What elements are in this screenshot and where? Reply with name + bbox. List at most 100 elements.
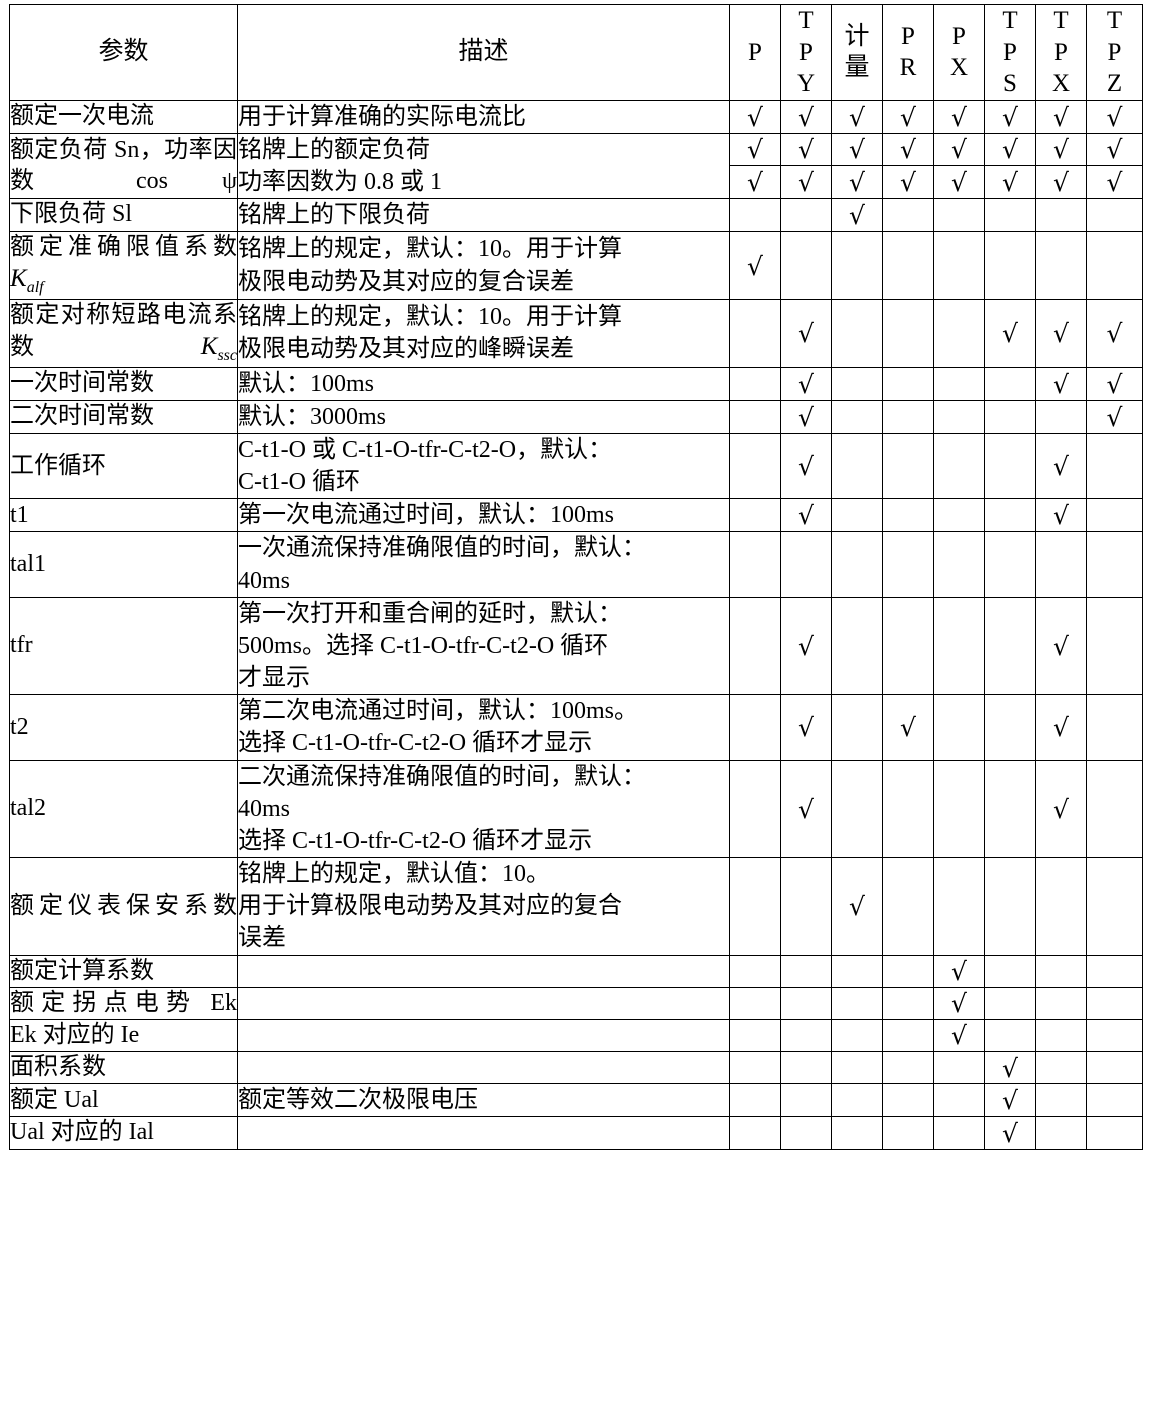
param-symbol: K: [10, 265, 27, 293]
check-cell-px: √: [933, 165, 985, 199]
description-line: 用于计算准确的实际电流比: [238, 103, 526, 130]
check-mark-icon: √: [747, 168, 763, 198]
description-line: 极限电动势及其对应的复合误差: [238, 268, 574, 295]
check-mark-icon: √: [798, 168, 814, 198]
check-cell-tpz: [1086, 498, 1143, 533]
param-symbol: K: [200, 333, 218, 361]
check-cell-tpz: √: [1086, 366, 1143, 401]
check-mark-icon: √: [1106, 319, 1123, 349]
check-cell-p: [729, 1051, 781, 1085]
column-header-line: 计: [844, 22, 870, 50]
description-line: 选择 C-t1-O-tfr-C-t2-O 循环才显示: [238, 730, 593, 757]
check-cell-tpx: [1035, 1116, 1087, 1150]
description-line: 铭牌上的规定，默认：10。用于计算: [238, 304, 622, 331]
check-mark-icon: √: [900, 102, 916, 132]
check-cell-tpx: [1035, 531, 1087, 598]
check-cell-tpz: [1086, 694, 1143, 761]
check-cell-tpx: [1035, 399, 1087, 435]
check-cell-p: √: [729, 99, 781, 134]
check-cell-p: [729, 399, 781, 435]
check-cell-tpx: [1035, 986, 1087, 1020]
check-mark-icon: √: [900, 168, 916, 198]
check-cell-tpx: √: [1035, 759, 1087, 859]
check-cell-tpz: √: [1086, 165, 1143, 199]
description-line: 铭牌上的下限负荷: [238, 201, 430, 228]
check-cell-px: [933, 1116, 985, 1150]
check-cell-px: √: [933, 1018, 985, 1053]
check-cell-tpx: √: [1035, 366, 1087, 401]
param-name-cell: 一次时间常数: [9, 366, 238, 401]
check-cell-p: √: [729, 165, 781, 199]
check-cell-px: [933, 366, 985, 401]
param-description-cell: 额定等效二次极限电压: [237, 1083, 730, 1118]
description-line: 第一次打开和重合闸的延时，默认：: [238, 600, 622, 627]
check-cell-tpz: √: [1086, 132, 1143, 167]
check-cell-tpy: [780, 1116, 832, 1150]
check-cell-tpy: [780, 1051, 832, 1085]
table-row: tal2 二次通流保持准确限值的时间，默认： 40ms 选择 C-t1-O-tfr-C…: [9, 759, 1143, 859]
column-header-line: P: [901, 22, 915, 50]
check-mark-icon: √: [849, 135, 865, 165]
table-row: 额定 Ual 额定等效二次极限电压 √: [9, 1083, 1143, 1118]
check-cell-tpy: [780, 231, 832, 300]
description-line: 默认：100ms: [238, 370, 375, 397]
check-cell-pr: [882, 954, 934, 988]
description-line: 铭牌上的额定负荷: [238, 136, 430, 163]
check-cell-tpz: [1086, 197, 1143, 233]
check-cell-jl: [831, 1051, 883, 1085]
column-header-line: Z: [1106, 70, 1123, 97]
check-cell-tpy: √: [780, 366, 832, 401]
param-description-cell: 铭牌上的规定，默认：10。用于计算 极限电动势及其对应的复合误差: [237, 231, 730, 300]
check-cell-jl: √: [831, 197, 883, 233]
check-cell-tpz: [1086, 857, 1143, 956]
check-cell-pr: [882, 759, 934, 859]
column-header-line: P: [748, 38, 762, 66]
check-cell-tps: √: [984, 99, 1036, 134]
check-cell-tpz: √: [1086, 399, 1143, 435]
param-name-cell: 额定准确限值系数 Kalf: [9, 231, 238, 300]
description-line: 40ms: [238, 567, 291, 594]
table-row: 工作循环 C-t1-O 或 C-t1-O-tfr-C-t2-O，默认： C-t1-O…: [9, 432, 1143, 500]
check-mark-icon: √: [1002, 1119, 1018, 1148]
check-cell-tps: √: [984, 1083, 1036, 1118]
check-cell-px: [933, 498, 985, 533]
check-cell-tps: [984, 857, 1036, 956]
description-line: 铭牌上的规定，默认值：10。: [238, 861, 550, 888]
description-line: 选择 C-t1-O-tfr-C-t2-O 循环才显示: [238, 827, 593, 854]
table-row: 额定负荷 Sn，功率因数 cos ψ 铭牌上的额定负荷 功率因数为 0.8 或 1 √…: [9, 132, 1143, 199]
param-description-cell: C-t1-O 或 C-t1-O-tfr-C-t2-O，默认： C-t1-O 循环: [237, 432, 730, 500]
table-row: t1 第一次电流通过时间，默认：100ms √ √: [9, 498, 1143, 533]
check-cell-jl: √: [831, 165, 883, 199]
check-cell-jl: [831, 366, 883, 401]
check-mark-icon: √: [1053, 135, 1069, 165]
check-cell-pr: [882, 231, 934, 300]
check-cell-tpx: √: [1035, 99, 1087, 134]
check-mark-icon: √: [798, 452, 814, 482]
check-mark-icon: √: [1053, 794, 1069, 824]
check-mark-icon: √: [1053, 632, 1069, 662]
description-line: 二次通流保持准确限值的时间，默认：: [238, 763, 646, 790]
table-row: 面积系数 √: [9, 1051, 1143, 1085]
column-header-line: X: [1051, 70, 1071, 97]
check-cell-tpz: [1086, 432, 1143, 500]
check-cell-px: [933, 231, 985, 300]
description-line: 默认：3000ms: [238, 403, 387, 430]
check-cell-p: [729, 531, 781, 598]
check-cell-jl: [831, 1018, 883, 1053]
column-header-line: T: [798, 7, 814, 34]
column-header-jl: 计量: [831, 4, 883, 101]
table-row: 额定对称短路电流系数 Kssc 铭牌上的规定，默认：10。用于计算 极限电动势及其对…: [9, 298, 1143, 368]
header-row: 参数 描述 P T P Y 计量 P R P X T P S T P X T P Z: [9, 4, 1143, 101]
check-cell-jl: √: [831, 99, 883, 134]
check-cell-tpx: [1035, 197, 1087, 233]
check-cell-tps: [984, 197, 1036, 233]
check-cell-px: [933, 531, 985, 598]
param-name-cell: 工作循环: [9, 432, 238, 500]
check-cell-jl: [831, 694, 883, 761]
table-row: Ek 对应的 Ie √: [9, 1018, 1143, 1053]
description-line: 极限电动势及其对应的峰瞬误差: [238, 336, 574, 363]
description-line: 额定等效二次极限电压: [238, 1087, 478, 1114]
